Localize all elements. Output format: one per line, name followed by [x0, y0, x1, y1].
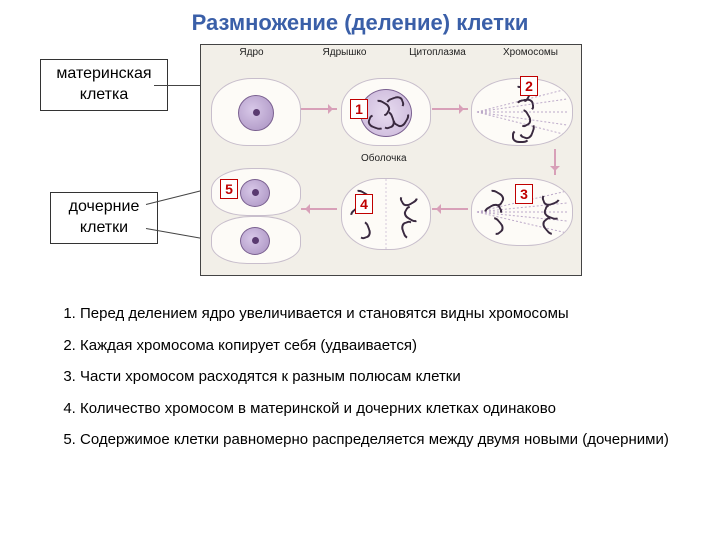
cell-stage-1	[211, 78, 301, 146]
steps-list: Перед делением ядро увеличивается и стан…	[60, 304, 680, 450]
hdr: Хромосомы	[484, 47, 577, 58]
arrow-icon	[301, 208, 337, 210]
marker-5: 5	[220, 179, 238, 199]
midlabel: Оболочка	[361, 153, 407, 164]
step-item: Части хромосом расходятся к разным полюс…	[80, 367, 680, 387]
arrow-icon	[301, 108, 337, 110]
step-item: Содержимое клетки равномерно распределяе…	[80, 430, 680, 450]
marker-1: 1	[350, 99, 368, 119]
daughter-cells-label: дочерние клетки	[50, 192, 158, 244]
cell-stage-5	[341, 178, 431, 250]
hdr: Ядро	[205, 47, 298, 58]
diagram-area: материнская клетка дочерние клетки Ядро …	[20, 44, 700, 284]
hdr: Цитоплазма	[391, 47, 484, 58]
marker-4: 4	[355, 194, 373, 214]
arrow-icon	[432, 108, 468, 110]
step-item: Количество хромосом в материнской и доче…	[80, 399, 680, 419]
page-title: Размножение (деление) клетки	[20, 10, 700, 36]
marker-3: 3	[515, 184, 533, 204]
step-item: Перед делением ядро увеличивается и стан…	[80, 304, 680, 324]
hdr: Ядрышко	[298, 47, 391, 58]
cell-daughter-2	[211, 216, 301, 264]
arrow-icon	[432, 208, 468, 210]
diagram-header: Ядро Ядрышко Цитоплазма Хромосомы	[201, 45, 581, 60]
mother-cell-label: материнская клетка	[40, 59, 168, 111]
arrow-icon	[554, 149, 556, 175]
step-item: Каждая хромосома копирует себя (удваивае…	[80, 336, 680, 356]
marker-2: 2	[520, 76, 538, 96]
